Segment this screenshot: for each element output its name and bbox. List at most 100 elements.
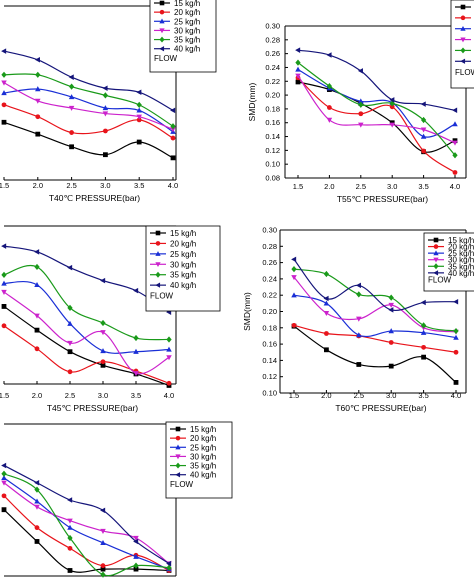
data-point	[100, 507, 106, 514]
data-point	[100, 277, 106, 284]
data-point	[133, 562, 139, 569]
y-axis-label: SMD(mm)	[242, 292, 252, 331]
y-tick-label: 0.14	[265, 132, 280, 141]
x-tick-label: 4.0	[450, 182, 460, 191]
data-point	[67, 264, 73, 271]
data-point	[388, 363, 394, 369]
legend-title: FLOW	[455, 68, 474, 77]
data-point	[1, 480, 7, 486]
series-15-kg-h	[295, 79, 458, 155]
x-tick-label: 2.0	[321, 391, 331, 400]
data-point	[100, 539, 106, 545]
legend-label: 20 kg/h	[170, 239, 196, 248]
legend-marker	[460, 15, 466, 21]
data-point	[420, 299, 426, 306]
data-point	[34, 327, 40, 333]
data-point	[67, 497, 73, 503]
data-point	[324, 331, 329, 336]
legend-marker	[159, 46, 165, 52]
series-25-kg-h	[1, 86, 176, 134]
data-point	[1, 304, 7, 309]
data-point	[34, 313, 40, 319]
data-point	[453, 327, 459, 335]
data-point	[68, 83, 75, 90]
data-point	[166, 336, 172, 343]
legend-marker	[155, 251, 161, 256]
data-point	[133, 371, 139, 377]
data-point	[166, 380, 172, 386]
series-line	[3, 291, 170, 375]
legend-marker	[175, 462, 181, 469]
data-point	[452, 107, 458, 114]
data-point	[100, 359, 106, 365]
series-line	[3, 473, 170, 577]
data-point	[323, 295, 329, 302]
chart-2: 1.5 2.0 2.5 3.0 3.5 4.0 0.08 0.10 0.12 0.14 0.16 0.…	[247, 0, 474, 204]
x-axis-label: T55℃ PRESSURE(bar)	[337, 194, 428, 204]
data-point	[1, 493, 7, 499]
series-line	[3, 280, 170, 354]
data-point	[170, 123, 176, 130]
data-point	[1, 323, 7, 329]
legend-marker	[433, 263, 439, 270]
x-tick-label: 1.5	[0, 391, 9, 400]
series-line	[3, 73, 174, 127]
legend: 15 kg/h20 kg/h 25 kg/h30 kg/h 35 kg/h40 kg…	[145, 225, 221, 312]
data-point	[67, 568, 73, 573]
series-line	[3, 482, 170, 565]
legend-box	[145, 225, 221, 312]
legend-box	[423, 232, 474, 292]
y-tick-label: 0.16	[265, 118, 280, 127]
series-15-kg-h	[1, 507, 172, 573]
data-point	[34, 249, 40, 255]
legend-label: 35 kg/h	[170, 271, 196, 280]
data-point	[67, 545, 73, 551]
legend-marker	[155, 230, 161, 236]
y-tick-label: 0.18	[265, 104, 280, 113]
legend-marker	[460, 47, 466, 54]
series-35-kg-h	[295, 59, 458, 159]
data-point	[420, 329, 427, 335]
series-30-kg-h	[1, 289, 172, 377]
series-line	[297, 75, 456, 144]
series-line	[3, 509, 170, 573]
data-point	[136, 114, 142, 120]
data-point	[326, 52, 332, 58]
data-point	[67, 534, 73, 542]
data-point	[67, 518, 73, 524]
data-point	[452, 140, 458, 146]
data-point	[1, 470, 7, 477]
data-point	[421, 344, 426, 350]
y-tick-label: 0.18	[262, 323, 277, 332]
y-tick-label: 0.10	[265, 160, 280, 169]
data-point	[67, 349, 73, 355]
data-point	[323, 270, 330, 278]
data-point	[133, 538, 139, 545]
data-point	[452, 121, 458, 127]
data-point	[355, 282, 361, 289]
series-line	[297, 49, 456, 111]
legend-label: 40 kg/h	[448, 269, 474, 278]
legend-label: 15 kg/h	[174, 0, 200, 8]
data-point	[35, 98, 41, 104]
legend-marker	[175, 426, 181, 432]
y-tick-label: 0.24	[265, 63, 280, 72]
legend-marker	[159, 9, 165, 15]
series-line	[3, 325, 170, 384]
series-line	[3, 265, 170, 341]
data-point	[358, 98, 364, 104]
series-35-kg-h	[291, 266, 459, 335]
legend-label: 30 kg/h	[448, 256, 474, 265]
data-point	[389, 104, 395, 110]
legend-label: 15 kg/h	[170, 229, 196, 238]
data-point	[67, 369, 73, 375]
x-tick-label: 2.0	[32, 391, 42, 400]
data-point	[35, 71, 41, 78]
series-40-kg-h	[295, 47, 458, 114]
data-point	[388, 340, 394, 345]
legend-marker	[175, 472, 181, 478]
y-axis-label: SMD(mm)	[247, 82, 257, 121]
legend-marker	[433, 270, 439, 276]
legend-label: 25 kg/h	[174, 17, 200, 26]
legend-title: FLOW	[428, 275, 452, 284]
